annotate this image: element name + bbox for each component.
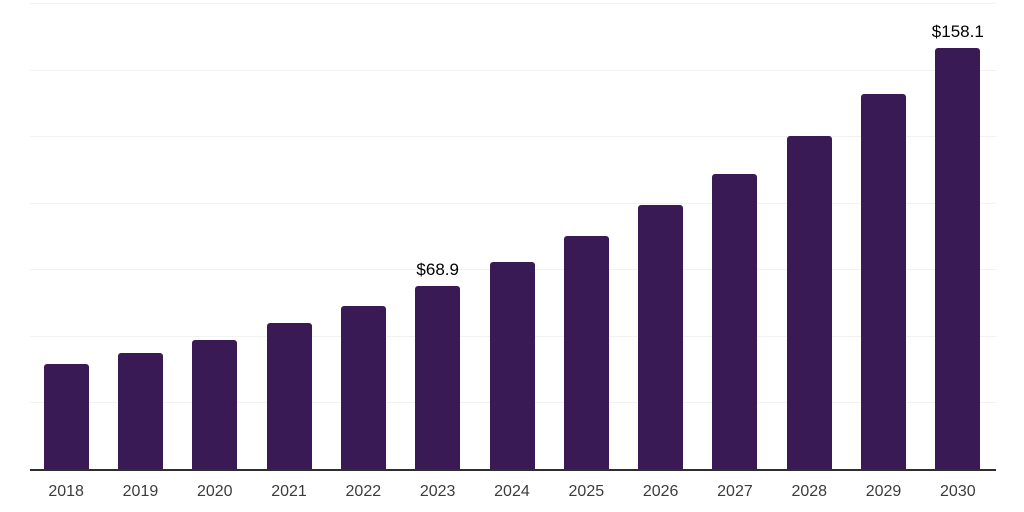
- x-tick-2025: 2025: [568, 483, 605, 500]
- bar-2030: [935, 48, 981, 469]
- bar-2025: [563, 236, 609, 469]
- bar-2019: [118, 352, 163, 469]
- x-tick-2030: 2030: [940, 483, 976, 500]
- x-axis-line: [30, 469, 996, 471]
- bar-2027: [712, 174, 758, 469]
- bar-2026: [638, 205, 684, 469]
- bar-2021: [266, 323, 312, 469]
- x-tick-2020: 2020: [196, 483, 233, 500]
- bar-2023: [415, 285, 461, 469]
- x-tick-2021: 2021: [271, 483, 307, 500]
- x-tick-2022: 2022: [345, 483, 382, 500]
- bar-value-label-2023: $68.9: [416, 259, 459, 279]
- bar-2020: [192, 340, 238, 469]
- bar-2024: [489, 262, 535, 469]
- bar-2029: [861, 94, 906, 469]
- x-tick-2029: 2029: [865, 483, 902, 500]
- x-tick-2026: 2026: [642, 483, 679, 500]
- gridline-100: [30, 202, 996, 204]
- bar-2018: [43, 364, 89, 469]
- x-tick-2019: 2019: [122, 483, 159, 500]
- x-tick-2023: 2023: [419, 483, 456, 500]
- x-tick-2018: 2018: [48, 483, 84, 500]
- x-axis-tick-labels: 2018 2019 2020 2021 2022 2023 2024 2025 2026 2027…: [29, 482, 995, 504]
- x-tick-2024: 2024: [494, 483, 530, 500]
- bar-value-label-2030: $158.1: [931, 22, 984, 41]
- x-tick-2027: 2027: [717, 483, 753, 500]
- bar-2022: [340, 306, 386, 469]
- gridline-150: [30, 69, 996, 71]
- plot-area: $68.9 $158.1: [29, 3, 996, 469]
- gridline-175: [30, 3, 996, 4]
- gridline-125: [30, 136, 996, 138]
- bar-2028: [786, 136, 832, 469]
- x-tick-2028: 2028: [791, 483, 828, 500]
